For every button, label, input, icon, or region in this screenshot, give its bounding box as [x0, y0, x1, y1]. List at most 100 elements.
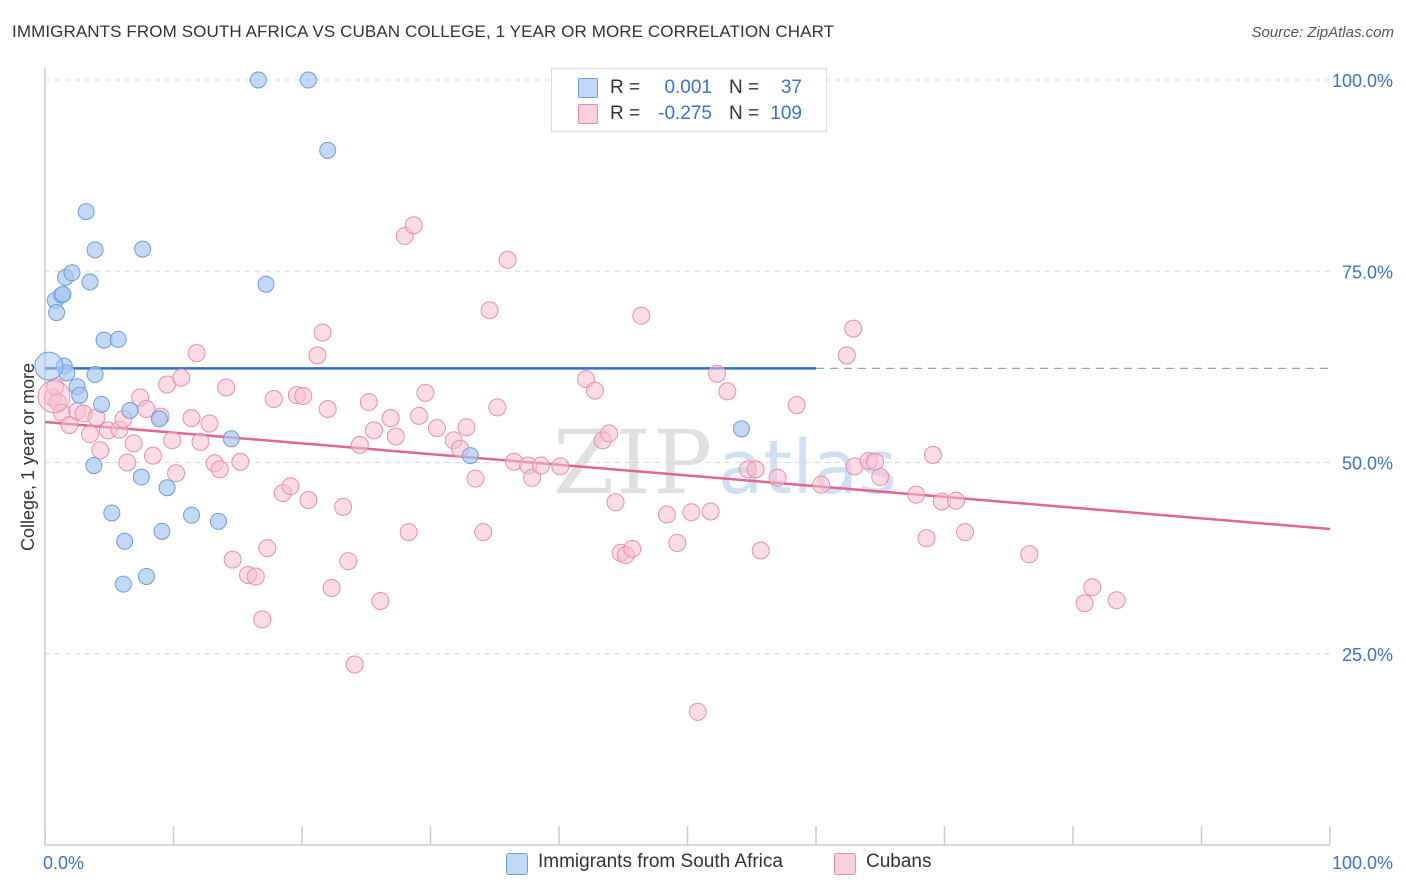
point-south-africa — [134, 240, 152, 258]
grid — [45, 79, 1330, 655]
point-south-africa — [103, 504, 121, 522]
trend-line-cubans — [44, 420, 1331, 531]
legend-n-value: 37 — [780, 77, 802, 98]
point-cubans — [708, 364, 727, 383]
point-cubans — [923, 445, 942, 464]
y-axis-label: College, 1 year or more — [18, 363, 38, 551]
point-cubans — [523, 468, 542, 487]
point-cubans — [200, 414, 219, 433]
point-cubans — [118, 453, 137, 472]
point-cubans — [172, 368, 191, 387]
point-cubans — [322, 578, 341, 597]
point-cubans — [416, 383, 435, 402]
legend-n-label: N = — [729, 77, 760, 98]
y-tick-label: 50.0% — [1342, 454, 1393, 474]
point-cubans — [399, 523, 418, 542]
point-south-africa — [732, 420, 750, 438]
point-south-africa — [121, 401, 139, 419]
bottom-legend-label: Cubans — [866, 851, 932, 872]
point-cubans — [1107, 591, 1126, 610]
point-cubans — [124, 434, 143, 453]
point-cubans — [191, 432, 210, 451]
point-cubans — [359, 393, 378, 412]
point-cubans — [294, 386, 313, 405]
point-south-africa — [86, 366, 104, 384]
point-south-africa — [54, 285, 72, 303]
point-cubans — [350, 435, 369, 454]
point-cubans — [386, 427, 405, 446]
point-south-africa — [77, 203, 95, 221]
point-cubans — [751, 541, 770, 560]
point-cubans — [787, 396, 806, 415]
point-cubans — [258, 539, 277, 558]
point-cubans — [600, 424, 619, 443]
point-cubans — [318, 399, 337, 418]
point-cubans — [404, 216, 423, 235]
point-cubans — [364, 421, 383, 440]
point-cubans — [718, 382, 737, 401]
point-south-africa — [249, 71, 267, 89]
point-cubans — [253, 610, 272, 629]
point-cubans — [187, 344, 206, 363]
point-cubans — [682, 503, 701, 522]
chart-source: Source: ZipAtlas.com — [1251, 24, 1394, 41]
point-cubans — [223, 550, 242, 569]
point-south-africa — [209, 512, 227, 530]
axes — [44, 68, 1331, 846]
point-south-africa — [86, 241, 104, 259]
point-cubans — [182, 409, 201, 428]
legend-row-south-africa: R = 0.001 N = 37 — [552, 75, 826, 101]
point-cubans — [163, 431, 182, 450]
point-south-africa — [63, 264, 81, 282]
point-cubans — [334, 497, 353, 516]
point-cubans — [308, 346, 327, 365]
point-cubans — [217, 378, 236, 397]
point-cubans — [480, 301, 499, 320]
point-cubans — [956, 523, 975, 542]
point-cubans — [246, 567, 265, 586]
legend-n-value: 109 — [770, 103, 802, 124]
legend-swatch-blue — [578, 78, 598, 98]
point-cubans — [313, 323, 332, 342]
point-cubans — [264, 390, 283, 409]
y-tick-label: 75.0% — [1342, 262, 1393, 282]
point-cubans — [1075, 594, 1094, 613]
point-south-africa — [93, 395, 111, 413]
point-south-africa — [34, 351, 64, 381]
point-south-africa — [222, 430, 240, 448]
point-south-africa — [150, 410, 168, 428]
point-cubans — [947, 491, 966, 510]
point-cubans — [688, 702, 707, 721]
point-cubans — [210, 460, 229, 479]
point-cubans — [907, 485, 926, 504]
point-cubans — [80, 425, 99, 444]
point-south-africa — [257, 275, 275, 293]
point-south-africa — [461, 447, 479, 465]
point-south-africa — [114, 575, 132, 593]
point-cubans — [844, 319, 863, 338]
legend-r-label: R = — [610, 103, 641, 124]
point-cubans — [466, 469, 485, 488]
point-cubans — [606, 493, 625, 512]
point-south-africa — [153, 522, 171, 540]
y-tick-label: 25.0% — [1342, 645, 1393, 665]
bottom-legend-swatch-pink — [834, 853, 856, 875]
point-south-africa — [319, 141, 337, 159]
point-cubans — [551, 457, 570, 476]
legend: R = 0.001 N = 37 R = -0.275 N = 109 — [551, 68, 827, 132]
legend-row-cubans: R = -0.275 N = 109 — [552, 101, 826, 127]
legend-n-label: N = — [729, 103, 760, 124]
point-south-africa — [116, 532, 134, 550]
point-cubans — [339, 552, 358, 571]
point-cubans — [498, 250, 517, 269]
point-south-africa — [71, 386, 89, 404]
point-south-africa — [158, 479, 176, 497]
point-cubans — [668, 533, 687, 552]
point-south-africa — [95, 331, 113, 349]
bottom-legend-swatch-blue — [506, 853, 528, 875]
trend-lines — [44, 367, 1331, 531]
point-cubans — [866, 452, 885, 471]
x-tick-label: 100.0% — [1332, 853, 1393, 873]
point-cubans — [345, 655, 364, 674]
point-cubans — [143, 446, 162, 465]
